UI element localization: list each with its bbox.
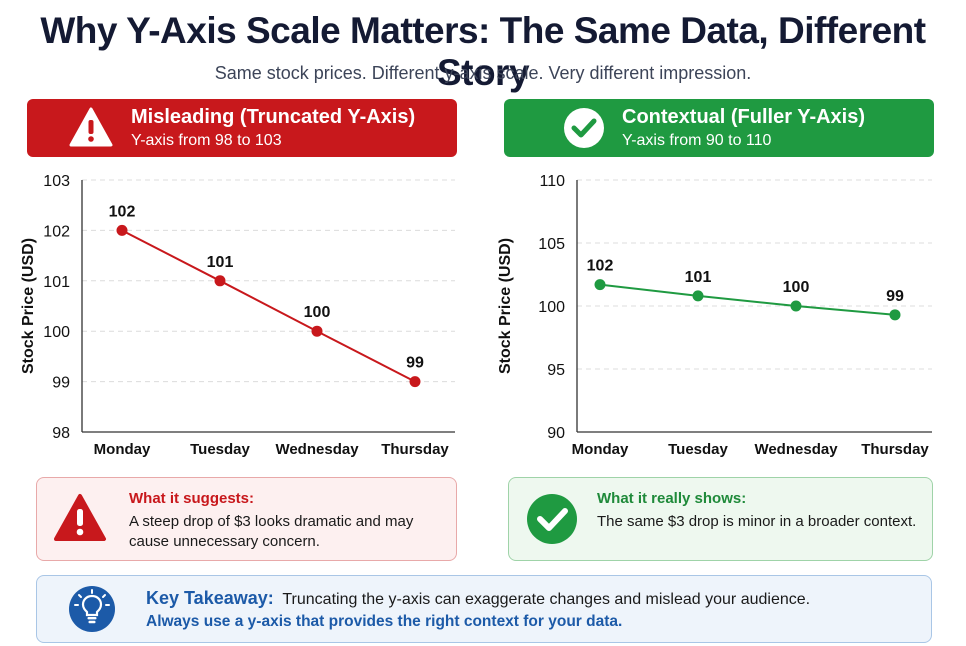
contextual-banner: Contextual (Fuller Y-Axis) Y-axis from 9…	[504, 99, 934, 157]
data-point	[889, 309, 901, 321]
data-point	[594, 279, 606, 291]
y-tick-label: 100	[43, 324, 70, 341]
x-tick-label: Monday	[94, 441, 151, 458]
x-tick-label: Tuesday	[668, 441, 728, 458]
y-tick-label: 105	[538, 236, 565, 253]
y-tick-label: 95	[547, 362, 565, 379]
y-tick-label: 98	[52, 425, 70, 442]
warning-icon	[54, 494, 106, 541]
x-tick-label: Tuesday	[190, 441, 250, 458]
x-tick-label: Thursday	[381, 441, 449, 458]
check-icon	[564, 108, 604, 148]
y-axis-title: Stock Price (USD)	[497, 238, 514, 374]
takeaway-label: Key Takeaway:	[146, 588, 274, 608]
data-label: 102	[587, 258, 614, 275]
data-point	[790, 300, 802, 312]
x-tick-label: Thursday	[861, 441, 929, 458]
data-point	[214, 275, 226, 287]
key-takeaway-box: Key Takeaway: Truncating the y-axis can …	[36, 575, 932, 643]
truncated-line-chart: 98 99 100 101 102 103 Stock Price (USD) Monday T…	[20, 173, 455, 458]
shows-body: The same $3 drop is minor in a broader c…	[597, 513, 917, 530]
data-label: 100	[783, 279, 810, 296]
lightbulb-icon	[69, 586, 115, 632]
y-tick-label: 110	[539, 173, 565, 190]
misleading-range: Y-axis from 98 to 103	[131, 132, 282, 149]
suggests-body: A steep drop of $3 looks dramatic and ma…	[129, 513, 414, 550]
x-tick-label: Monday	[572, 441, 629, 458]
y-tick-label: 102	[43, 223, 70, 240]
data-label: 99	[886, 288, 904, 305]
data-label: 101	[685, 269, 712, 286]
y-axis-title: Stock Price (USD)	[20, 238, 37, 374]
y-tick-label: 100	[538, 299, 565, 316]
series-line	[121, 229, 416, 383]
suggests-note: What it suggests: A steep drop of $3 loo…	[36, 477, 457, 561]
data-label: 102	[109, 203, 136, 220]
y-tick-label: 99	[52, 375, 70, 392]
series-line	[599, 283, 896, 316]
page-subtitle: Same stock prices. Different y-axis scal…	[214, 63, 752, 83]
y-tick-label: 101	[43, 274, 70, 291]
suggests-heading: What it suggests:	[129, 490, 255, 507]
misleading-banner: Misleading (Truncated Y-Axis) Y-axis fro…	[27, 99, 457, 157]
misleading-heading: Misleading (Truncated Y-Axis)	[131, 106, 416, 128]
warning-icon	[69, 107, 113, 147]
takeaway-line-2: Always use a y-axis that provides the ri…	[146, 613, 623, 630]
shows-note: What it really shows: The same $3 drop i…	[508, 477, 933, 561]
data-label: 100	[304, 304, 331, 321]
check-icon	[527, 494, 577, 544]
contextual-heading: Contextual (Fuller Y-Axis)	[622, 106, 866, 128]
y-tick-label: 90	[547, 425, 565, 442]
takeaway-text: Truncating the y-axis can exaggerate cha…	[282, 591, 811, 608]
takeaway-line-1: Key Takeaway: Truncating the y-axis can …	[146, 588, 810, 609]
full-range-line-chart: 90 95 100 105 110 Stock Price (USD) Monday Tues…	[497, 173, 932, 458]
shows-heading: What it really shows:	[597, 490, 747, 507]
data-point	[692, 290, 704, 302]
page-title: Why Y-Axis Scale Matters: The Same Data,…	[40, 10, 926, 93]
data-label: 101	[207, 254, 234, 271]
x-tick-label: Wednesday	[754, 441, 838, 458]
data-label: 99	[406, 355, 424, 372]
data-point	[311, 325, 323, 337]
data-point	[409, 376, 421, 388]
x-tick-label: Wednesday	[275, 441, 359, 458]
y-tick-label: 103	[43, 173, 70, 190]
contextual-range: Y-axis from 90 to 110	[622, 132, 772, 149]
data-point	[116, 224, 128, 236]
